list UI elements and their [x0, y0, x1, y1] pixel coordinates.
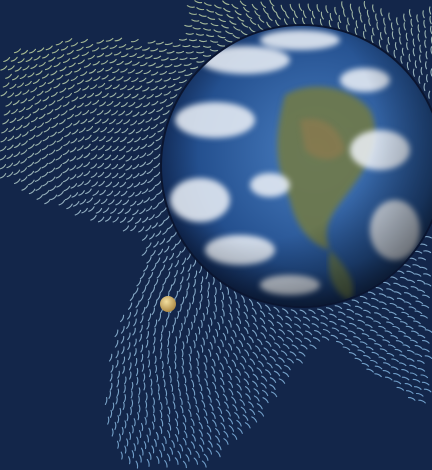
moon: [160, 296, 176, 312]
earth-shading: [162, 26, 432, 306]
earth: [160, 24, 432, 308]
